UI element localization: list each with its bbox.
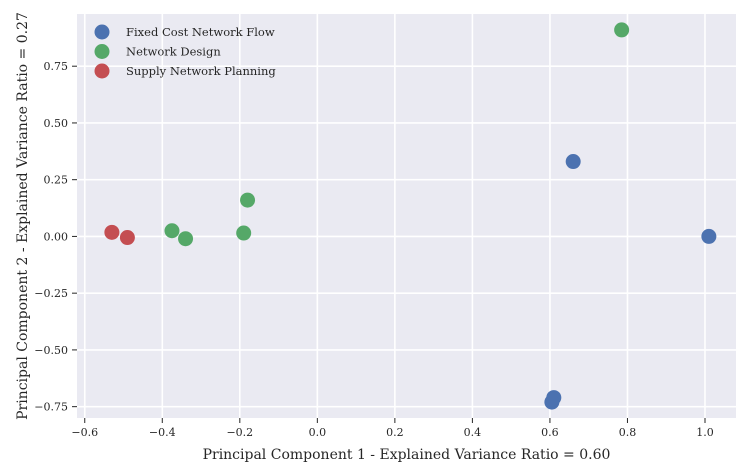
legend-marker: [94, 24, 110, 40]
point-network-design: [240, 192, 256, 208]
point-fixed-cost-network-flow: [544, 394, 560, 410]
y-tick-label: −0.50: [34, 344, 68, 357]
legend-item-fixed-cost-network-flow: Fixed Cost Network Flow: [94, 24, 275, 40]
x-tick-label: −0.4: [149, 426, 176, 439]
x-tick-label: −0.2: [226, 426, 253, 439]
x-tick-label: 0.2: [386, 426, 404, 439]
y-tick-label: 0.50: [44, 117, 69, 130]
legend-item-network-design: Network Design: [94, 44, 221, 59]
legend: Fixed Cost Network Flow Network Design Sup…: [94, 24, 276, 79]
legend-marker: [94, 44, 110, 59]
y-tick-label: 0.75: [44, 60, 69, 73]
y-tick-label: −0.25: [34, 287, 68, 300]
y-tick-label: −0.75: [34, 401, 68, 414]
x-axis-ticks: −0.6 −0.4 −0.2 0.0 0.2 0.4 0.6 0.8 1.0: [71, 418, 714, 439]
x-tick-label: 1.0: [696, 426, 714, 439]
point-fixed-cost-network-flow: [565, 154, 581, 170]
point-supply-network-planning: [104, 224, 120, 240]
y-axis-ticks: −0.75 −0.50 −0.25 0.00 0.25 0.50 0.75: [34, 60, 77, 414]
x-tick-label: −0.6: [71, 426, 98, 439]
x-tick-label: 0.6: [541, 426, 559, 439]
x-axis-title: Principal Component 1 - Explained Varian…: [203, 447, 611, 463]
x-tick-label: 0.8: [619, 426, 637, 439]
legend-item-supply-network-planning: Supply Network Planning: [94, 63, 276, 79]
x-tick-label: 0.0: [309, 426, 327, 439]
y-tick-label: 0.25: [44, 174, 69, 187]
point-supply-network-planning: [119, 230, 135, 246]
point-network-design: [178, 231, 194, 247]
y-tick-label: 0.00: [44, 230, 69, 243]
y-axis-title: Principal Component 2 - Explained Varian…: [15, 12, 31, 420]
grid-lines: [77, 14, 736, 418]
legend-label: Supply Network Planning: [126, 64, 276, 78]
data-points: [104, 22, 717, 410]
x-tick-label: 0.4: [464, 426, 482, 439]
legend-label: Network Design: [126, 45, 221, 59]
point-network-design: [236, 225, 252, 241]
legend-marker: [94, 63, 110, 79]
point-fixed-cost-network-flow: [701, 228, 717, 244]
legend-label: Fixed Cost Network Flow: [126, 25, 275, 39]
point-network-design: [614, 22, 630, 38]
point-network-design: [164, 223, 180, 239]
